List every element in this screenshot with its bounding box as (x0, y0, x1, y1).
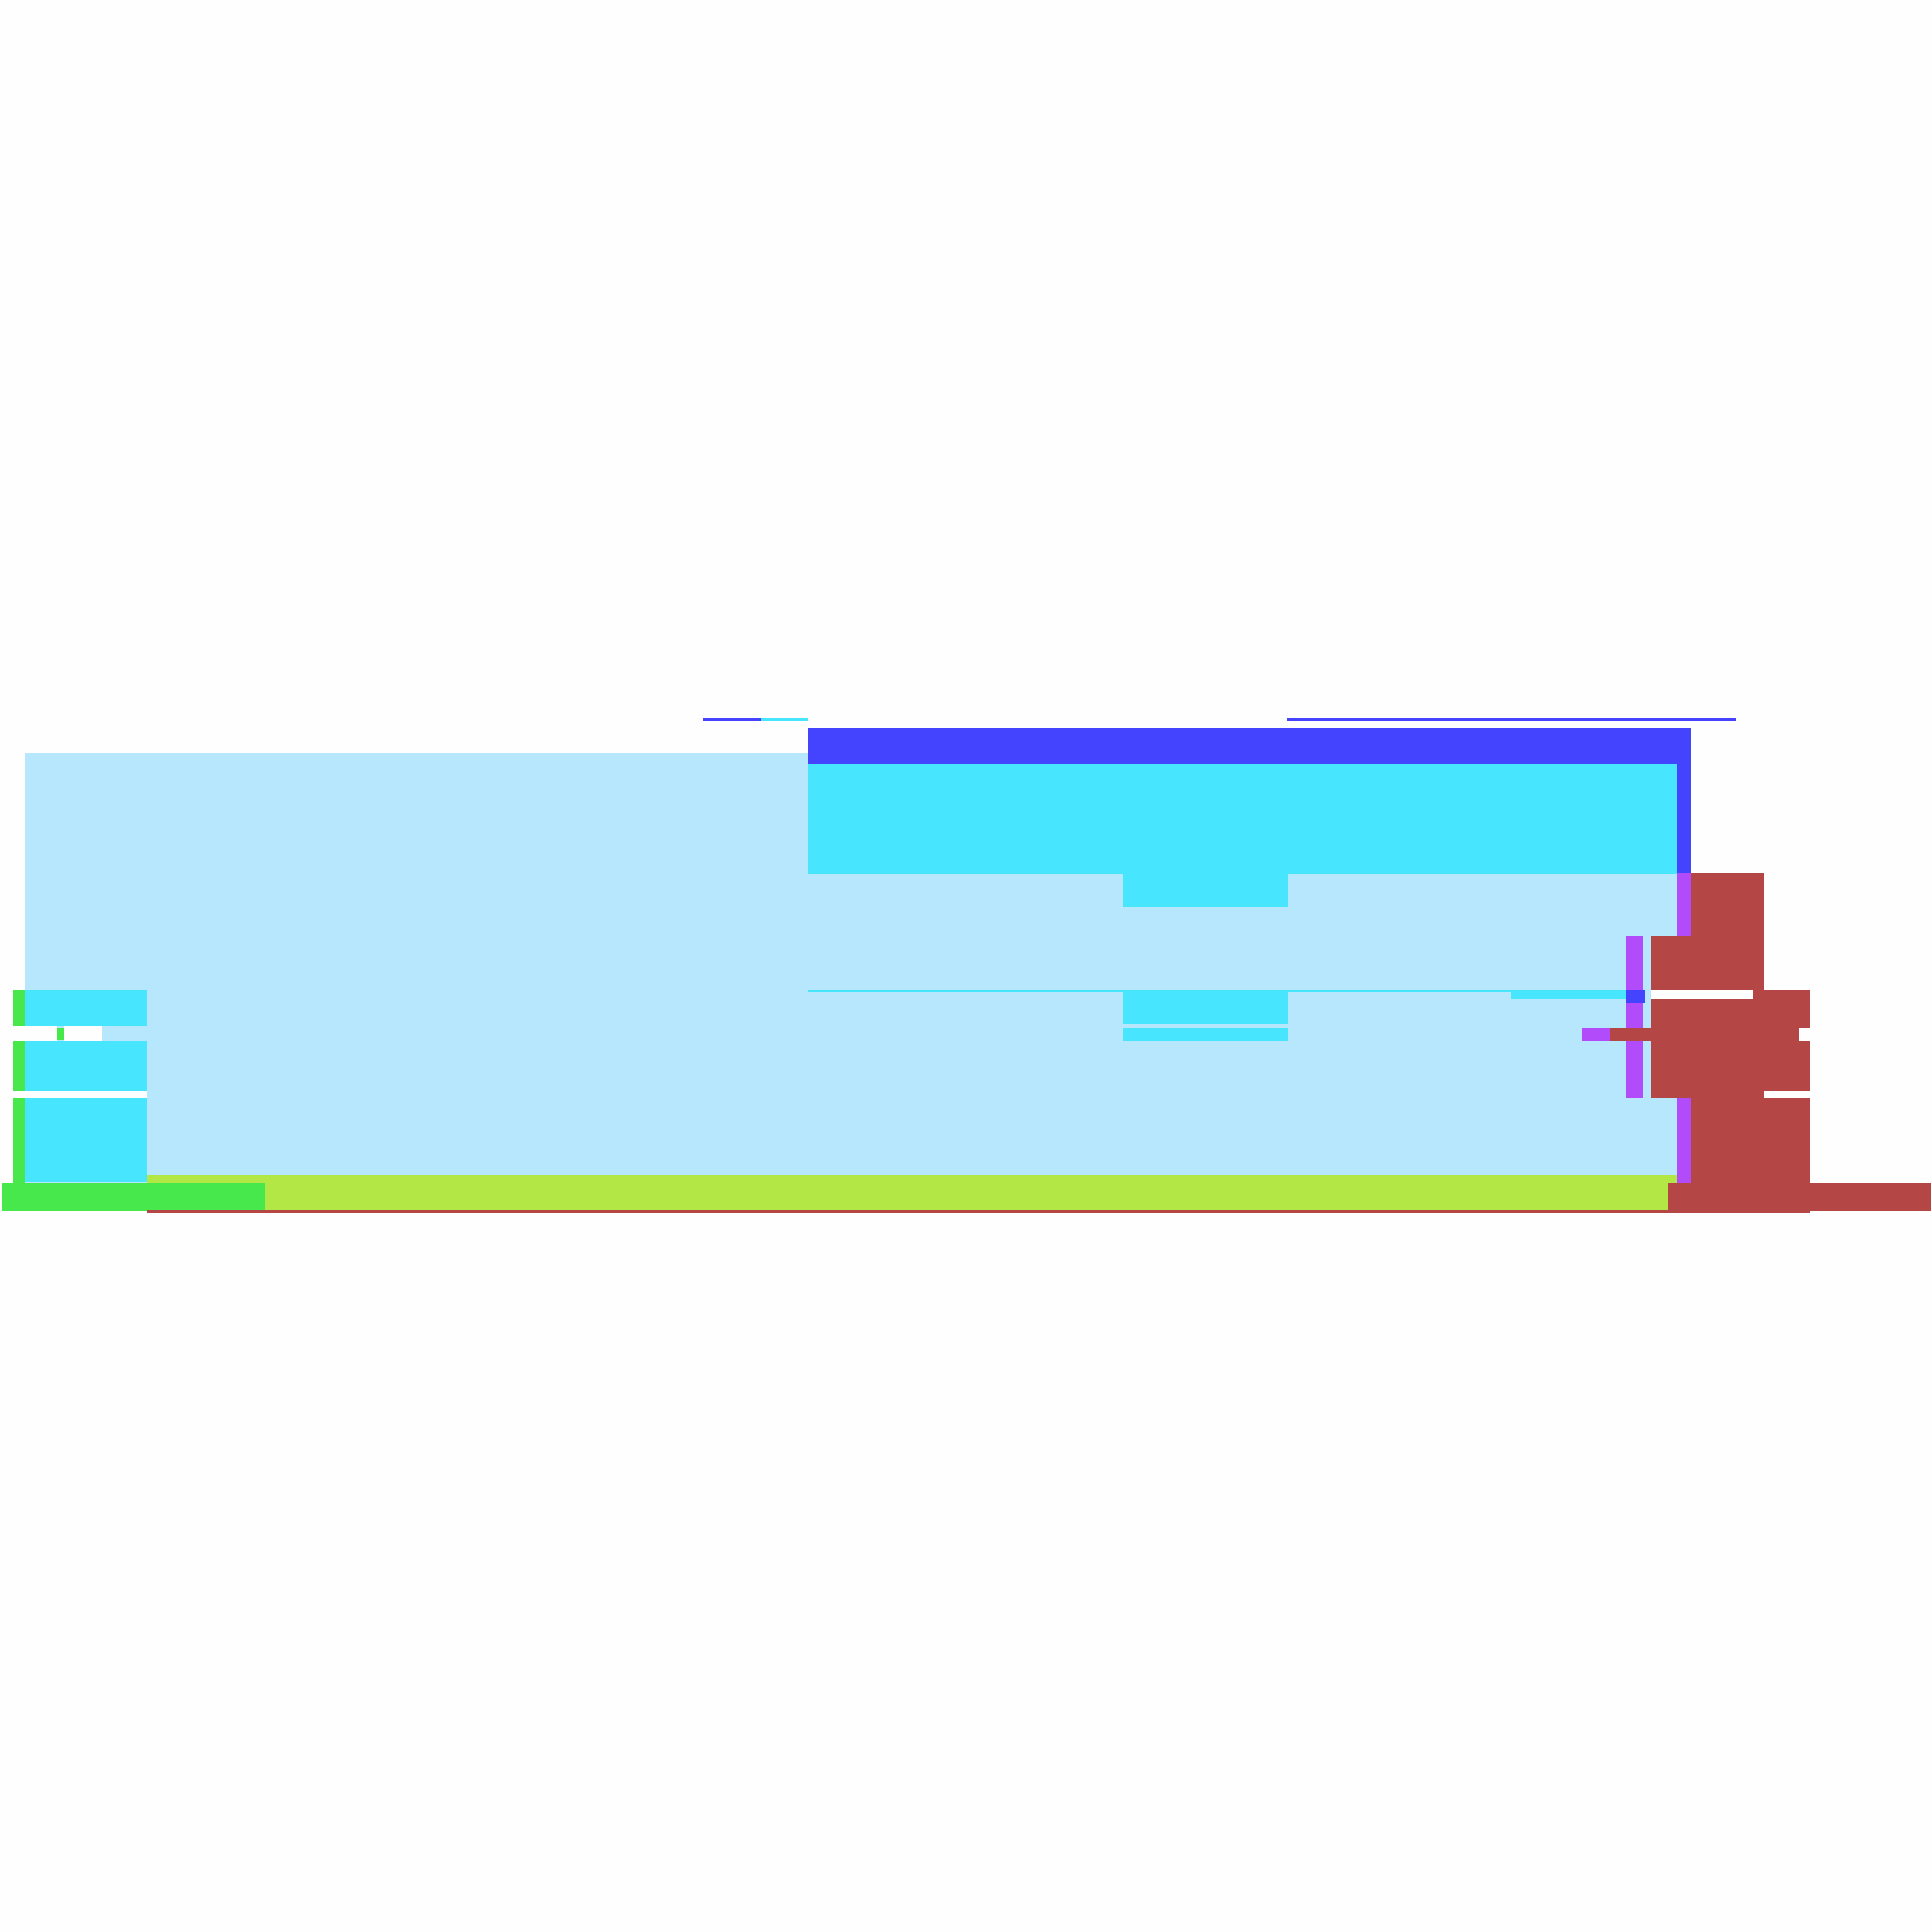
red-body (1651, 999, 1810, 1098)
cyan-mid-block (1123, 991, 1288, 1024)
red-notch-right (1799, 1028, 1810, 1041)
red-arm-left (1610, 1028, 1651, 1041)
cyan-panel (808, 764, 1677, 874)
left-gap-1 (13, 1026, 57, 1041)
red-step (1651, 936, 1691, 991)
left-gap-2 (64, 1026, 102, 1041)
top-line-left (703, 718, 761, 721)
left-block-2 (25, 1041, 147, 1091)
left-edge-bar (13, 990, 25, 1183)
bottom-bar (147, 1175, 1677, 1211)
left-block-1 (25, 990, 147, 1026)
red-notch-lower (1764, 1091, 1810, 1098)
left-gap-mark (57, 1028, 64, 1040)
cyan-panel-tab (1123, 874, 1288, 907)
divider-line-right (1511, 990, 1626, 999)
bottom-bar-left (2, 1183, 265, 1211)
red-top (1691, 873, 1764, 991)
left-block-3 (25, 1098, 147, 1182)
violet-mid (1626, 936, 1643, 1098)
red-right-cap (1753, 990, 1810, 999)
bottom-underline (147, 1210, 1810, 1213)
left-gap-3 (13, 1091, 147, 1098)
top-line-left-tail (761, 718, 808, 721)
red-foot (1668, 1183, 1931, 1211)
red-gap (1651, 990, 1753, 999)
divider-line (808, 990, 1625, 992)
header-band-right-edge (1677, 764, 1691, 873)
blue-notch (1626, 990, 1645, 1003)
header-band (808, 728, 1691, 764)
top-line-right (1287, 718, 1736, 721)
violet-tab (1582, 1028, 1610, 1041)
cyan-mid-block-lower (1123, 1028, 1288, 1041)
